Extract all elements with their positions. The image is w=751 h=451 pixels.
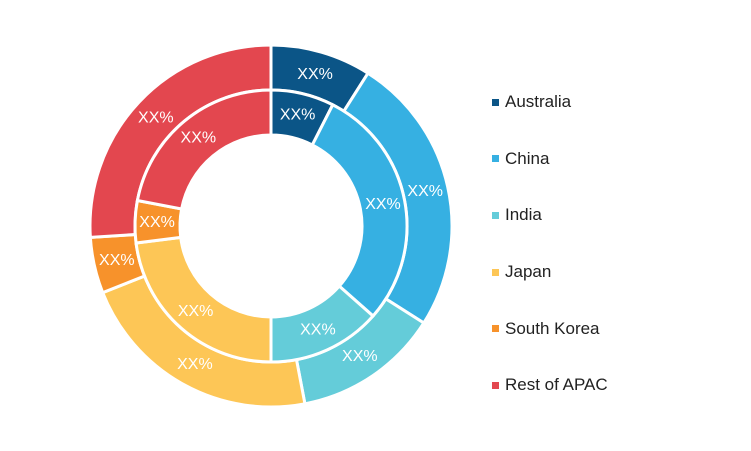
outer-label-australia: XX% bbox=[297, 66, 333, 83]
legend-swatch-rest-of-apac bbox=[492, 381, 499, 389]
legend-item-japan: Japan bbox=[492, 244, 742, 301]
inner-slice-rest-of-apac bbox=[135, 88, 273, 211]
inner-label-japan: XX% bbox=[178, 303, 214, 320]
inner-label-india: XX% bbox=[300, 321, 336, 338]
inner-label-australia: XX% bbox=[280, 107, 316, 124]
inner-label-china: XX% bbox=[365, 196, 401, 213]
legend-item-australia: Australia bbox=[492, 74, 742, 131]
legend-label-china: China bbox=[505, 148, 550, 168]
legend-swatch-australia bbox=[492, 98, 499, 106]
legend-label-rest-of-apac: Rest of APAC bbox=[505, 375, 608, 395]
outer-label-china: XX% bbox=[407, 183, 443, 200]
legend-label-south-korea: South Korea bbox=[505, 318, 600, 338]
legend-label-australia: Australia bbox=[505, 92, 572, 112]
legend-swatch-india bbox=[492, 211, 499, 219]
outer-label-south-korea: XX% bbox=[99, 252, 135, 269]
outer-label-rest-of-apac: XX% bbox=[138, 109, 174, 126]
legend-swatch-china bbox=[492, 155, 499, 163]
outer-label-japan: XX% bbox=[177, 356, 213, 373]
legend-label-japan: Japan bbox=[505, 262, 552, 282]
inner-label-rest-of-apac: XX% bbox=[181, 130, 217, 147]
legend-item-india: India bbox=[492, 187, 742, 244]
inner-slice-china bbox=[310, 102, 409, 319]
legend-item-south-korea: South Korea bbox=[492, 300, 742, 357]
chart-legend: Australia China India Japan South Korea … bbox=[492, 74, 742, 414]
donut-rings: XX% XX% XX% XX% XX% XX% XX% XX% XX% XX% XX% XX% bbox=[88, 43, 454, 409]
legend-swatch-south-korea bbox=[492, 325, 499, 333]
legend-label-india: India bbox=[505, 205, 542, 225]
legend-swatch-japan bbox=[492, 268, 499, 276]
legend-item-china: China bbox=[492, 131, 742, 188]
outer-label-india: XX% bbox=[342, 348, 378, 365]
legend-item-rest-of-apac: Rest of APAC bbox=[492, 357, 742, 414]
inner-label-south-korea: XX% bbox=[139, 214, 175, 231]
